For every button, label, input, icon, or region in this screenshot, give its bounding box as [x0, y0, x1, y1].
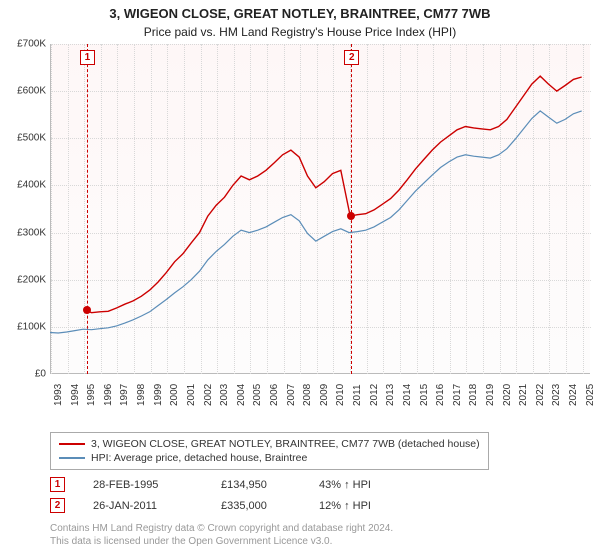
legend-swatch-property	[59, 443, 85, 445]
x-tick-label: 2011	[352, 384, 363, 406]
x-tick-label: 2022	[535, 384, 546, 406]
x-tick-label: 2024	[568, 384, 579, 406]
legend-item-property: 3, WIGEON CLOSE, GREAT NOTLEY, BRAINTREE…	[59, 437, 480, 451]
x-tick-label: 2000	[169, 384, 180, 406]
x-tick-label: 2004	[236, 384, 247, 406]
sale-price-2: £335,000	[221, 500, 291, 512]
x-tick-label: 2002	[203, 384, 214, 406]
y-tick-label: £700K	[17, 39, 46, 50]
y-tick-label: £0	[35, 369, 46, 380]
x-tick-label: 2019	[485, 384, 496, 406]
chart-subtitle: Price paid vs. HM Land Registry's House …	[0, 23, 600, 43]
x-tick-label: 2014	[402, 384, 413, 406]
sale-hpi-2: 12% ↑ HPI	[319, 500, 409, 512]
x-tick-label: 1996	[103, 384, 114, 406]
sale-row-2: 2 26-JAN-2011 £335,000 12% ↑ HPI	[50, 495, 409, 516]
y-tick-label: £200K	[17, 274, 46, 285]
x-tick-label: 1999	[153, 384, 164, 406]
x-tick-label: 2025	[585, 384, 596, 406]
x-tick-label: 2018	[468, 384, 479, 406]
legend-item-hpi: HPI: Average price, detached house, Brai…	[59, 451, 480, 465]
x-tick-label: 2005	[252, 384, 263, 406]
y-tick-label: £100K	[17, 321, 46, 332]
attribution-line-2: This data is licensed under the Open Gov…	[50, 535, 409, 548]
x-tick-label: 2001	[186, 384, 197, 406]
x-tick-label: 2015	[419, 384, 430, 406]
series-line-property	[86, 76, 582, 313]
sale-date-1: 28-FEB-1995	[93, 479, 193, 491]
attribution-line-1: Contains HM Land Registry data © Crown c…	[50, 522, 409, 535]
chart-area: 12 £0£100K£200K£300K£400K£500K£600K£700K…	[50, 44, 590, 399]
x-tick-label: 1997	[119, 384, 130, 406]
series-line-hpi	[50, 111, 582, 333]
legend-label-property: 3, WIGEON CLOSE, GREAT NOTLEY, BRAINTREE…	[91, 438, 480, 450]
y-tick-label: £600K	[17, 86, 46, 97]
y-tick-label: £500K	[17, 133, 46, 144]
legend-swatch-hpi	[59, 457, 85, 459]
x-tick-label: 2007	[286, 384, 297, 406]
sale-row-1: 1 28-FEB-1995 £134,950 43% ↑ HPI	[50, 474, 409, 495]
sale-marker-2: 2	[50, 498, 65, 513]
x-tick-label: 2009	[319, 384, 330, 406]
line-series-svg	[50, 44, 590, 374]
x-tick-label: 2020	[502, 384, 513, 406]
legend: 3, WIGEON CLOSE, GREAT NOTLEY, BRAINTREE…	[50, 432, 489, 470]
x-tick-label: 2006	[269, 384, 280, 406]
x-tick-label: 1993	[53, 384, 64, 406]
x-tick-label: 2010	[335, 384, 346, 406]
x-tick-label: 2016	[435, 384, 446, 406]
x-tick-label: 1998	[136, 384, 147, 406]
x-tick-label: 2017	[452, 384, 463, 406]
sale-hpi-1: 43% ↑ HPI	[319, 479, 409, 491]
x-tick-label: 1995	[86, 384, 97, 406]
x-tick-label: 2023	[551, 384, 562, 406]
chart-title: 3, WIGEON CLOSE, GREAT NOTLEY, BRAINTREE…	[0, 0, 600, 23]
x-tick-label: 2021	[518, 384, 529, 406]
sale-price-1: £134,950	[221, 479, 291, 491]
y-tick-label: £300K	[17, 227, 46, 238]
attribution: Contains HM Land Registry data © Crown c…	[50, 516, 409, 548]
x-tick-label: 2008	[302, 384, 313, 406]
legend-label-hpi: HPI: Average price, detached house, Brai…	[91, 452, 307, 464]
x-tick-label: 2003	[219, 384, 230, 406]
x-tick-label: 2012	[369, 384, 380, 406]
x-tick-label: 1994	[70, 384, 81, 406]
sales-table: 1 28-FEB-1995 £134,950 43% ↑ HPI 2 26-JA…	[50, 474, 409, 548]
sale-date-2: 26-JAN-2011	[93, 500, 193, 512]
sale-marker-1: 1	[50, 477, 65, 492]
x-tick-label: 2013	[385, 384, 396, 406]
y-tick-label: £400K	[17, 180, 46, 191]
